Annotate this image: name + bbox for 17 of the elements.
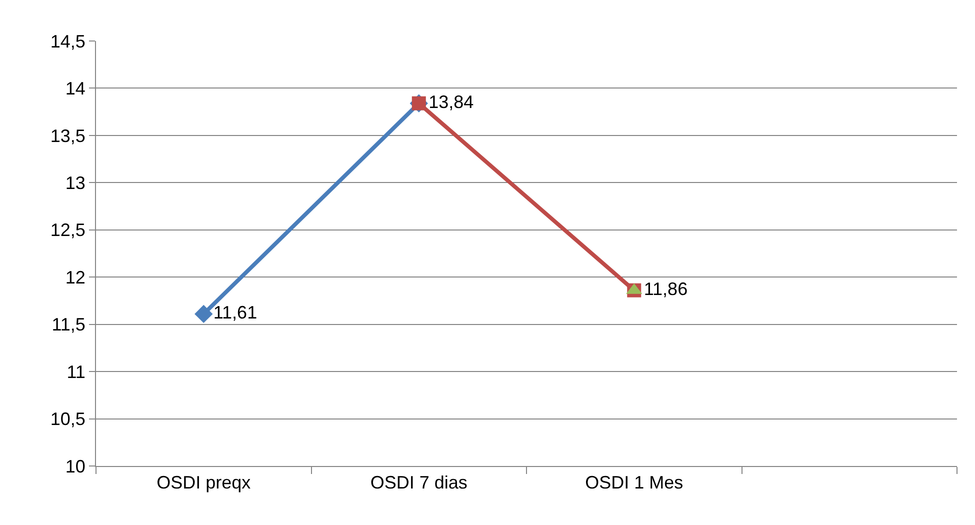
y-tick-label: 13 [65, 172, 86, 193]
y-tick-label: 12,5 [50, 220, 86, 240]
y-tick-label: 14 [65, 78, 86, 99]
data-label: 11,86 [644, 278, 688, 299]
point [194, 304, 213, 324]
x-tick-label: OSDI preqx [156, 472, 251, 493]
y-tick-label: 10,5 [50, 409, 86, 430]
y-tick-label: 12 [65, 267, 86, 288]
y-tick-label: 13,5 [50, 126, 86, 146]
y-tick-label: 11,5 [52, 314, 86, 335]
y-tick-label: 10 [65, 456, 86, 476]
x-tick-label: OSDI 7 dias [370, 472, 468, 493]
x-tick-label: OSDI 1 Mes [585, 472, 684, 493]
y-tick-label: 11 [66, 362, 86, 382]
y-tick-label: 14,5 [50, 31, 86, 52]
data-label: 13,84 [428, 92, 474, 112]
data-label: 11,61 [213, 302, 258, 322]
